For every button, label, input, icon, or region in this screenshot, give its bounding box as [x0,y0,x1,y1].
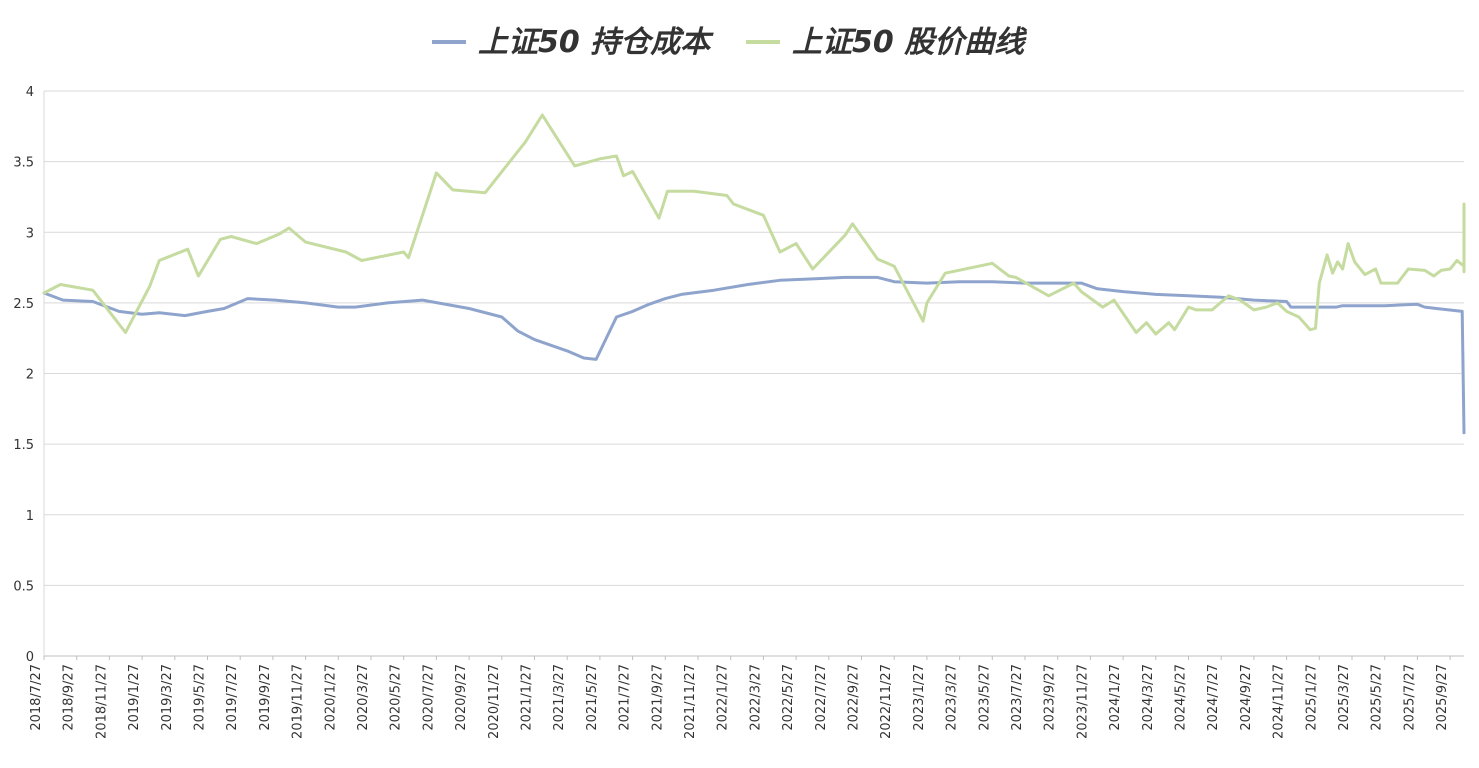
x-tick-label: 2022/1/27 [716,664,731,731]
x-tick-label: 2023/7/27 [1010,664,1025,731]
x-tick-label: 2021/1/27 [520,664,535,731]
y-tick-label: 0.5 [13,579,34,594]
x-tick-label: 2024/1/27 [1108,664,1123,731]
x-tick-label: 2024/9/27 [1239,664,1254,731]
x-tick-label: 2022/3/27 [748,664,763,731]
x-tick-label: 2021/5/27 [585,664,600,731]
y-tick-label: 0 [26,650,34,665]
x-tick-label: 2023/1/27 [912,664,927,731]
x-tick-label: 2018/9/27 [62,664,77,731]
y-tick-label: 2 [26,368,34,383]
x-tick-label: 2022/9/27 [847,664,862,731]
y-tick-label: 1.5 [13,438,34,453]
x-tick-label: 2023/3/27 [945,664,960,731]
y-axis: 0 0.5 1 1.5 2 2.5 3 3.5 4 [13,85,34,665]
x-tick-label: 2023/9/27 [1043,664,1058,731]
legend: 上证50 持仓成本 上证50 股价曲线 [432,25,1028,60]
x-tick-label: 2025/7/27 [1402,664,1417,731]
x-tick-label: 2025/3/27 [1337,664,1352,731]
x-tick-label: 2025/9/27 [1435,664,1450,731]
x-tick-label: 2024/11/27 [1272,664,1287,739]
y-tick-label: 2.5 [13,297,34,312]
x-tick-label: 2020/11/27 [487,664,502,739]
y-tick-label: 3.5 [13,156,34,171]
gridlines [43,90,1464,657]
x-axis: 2018/7/27 2018/9/27 2018/11/27 2019/1/27 201… [29,656,1451,739]
x-tick-label: 2024/7/27 [1206,664,1221,731]
x-tick-label: 2019/1/27 [127,664,142,731]
x-tick-label: 2019/7/27 [225,664,240,731]
x-tick-label: 2021/9/27 [650,664,665,731]
x-tick-label: 2023/11/27 [1075,664,1090,739]
y-tick-label: 3 [26,226,34,241]
x-tick-label: 2019/11/27 [291,664,306,739]
x-tick-label: 2020/1/27 [323,664,338,731]
x-tick-label: 2021/11/27 [683,664,698,739]
x-tick-label: 2022/5/27 [781,664,796,731]
y-tick-label: 4 [26,85,34,100]
x-tick-label: 2020/9/27 [454,664,469,731]
x-tick-label: 2020/3/27 [356,664,371,731]
x-tick-label: 2018/11/27 [94,664,109,739]
x-tick-label: 2024/3/27 [1141,664,1156,731]
legend-label-price: 上证50 股价曲线 [792,25,1028,60]
x-tick-label: 2019/9/27 [258,664,273,731]
plot-series [42,113,1466,435]
series-line-price [42,113,1466,336]
x-tick-label: 2019/5/27 [193,664,208,731]
x-tick-label: 2020/5/27 [389,664,404,731]
x-tick-label: 2025/5/27 [1370,664,1385,731]
x-tick-label: 2025/1/27 [1304,664,1319,731]
x-tick-label: 2023/5/27 [977,664,992,731]
x-tick-label: 2024/5/27 [1174,664,1189,731]
legend-label-cost: 上证50 持仓成本 [478,25,714,60]
x-tick-label: 2018/7/27 [29,664,44,731]
x-tick-label: 2021/3/27 [552,664,567,731]
x-tick-label: 2022/7/27 [814,664,829,731]
y-tick-label: 1 [26,509,34,524]
x-tick-label: 2019/3/27 [160,664,175,731]
series-line-cost [42,275,1466,435]
x-tick-label: 2021/7/27 [618,664,633,731]
x-tick-label: 2020/7/27 [421,664,436,731]
x-tick-label: 2022/11/27 [879,664,894,739]
